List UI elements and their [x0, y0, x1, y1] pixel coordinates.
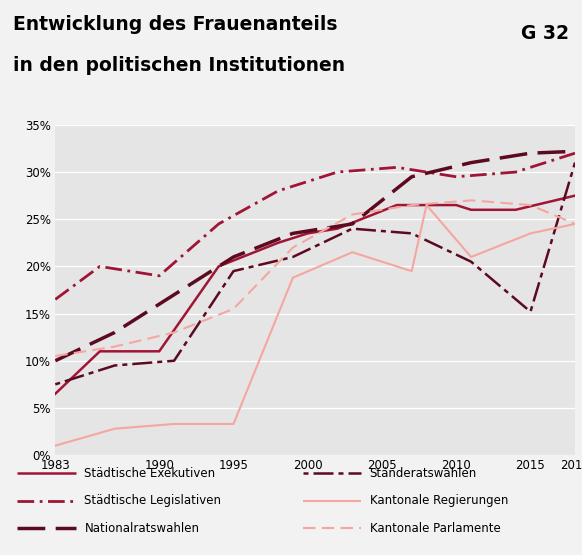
Text: in den politischen Institutionen: in den politischen Institutionen [13, 56, 345, 75]
Text: Städtische Legislativen: Städtische Legislativen [84, 495, 221, 507]
Text: Nationalratswahlen: Nationalratswahlen [84, 522, 200, 535]
Text: Ständeratswahlen: Ständeratswahlen [370, 467, 477, 480]
Text: G 32: G 32 [521, 24, 569, 43]
Text: Städtische Exekutiven: Städtische Exekutiven [84, 467, 215, 480]
Text: Kantonale Parlamente: Kantonale Parlamente [370, 522, 501, 535]
Text: Kantonale Regierungen: Kantonale Regierungen [370, 495, 508, 507]
Text: Entwicklung des Frauenanteils: Entwicklung des Frauenanteils [13, 14, 338, 33]
